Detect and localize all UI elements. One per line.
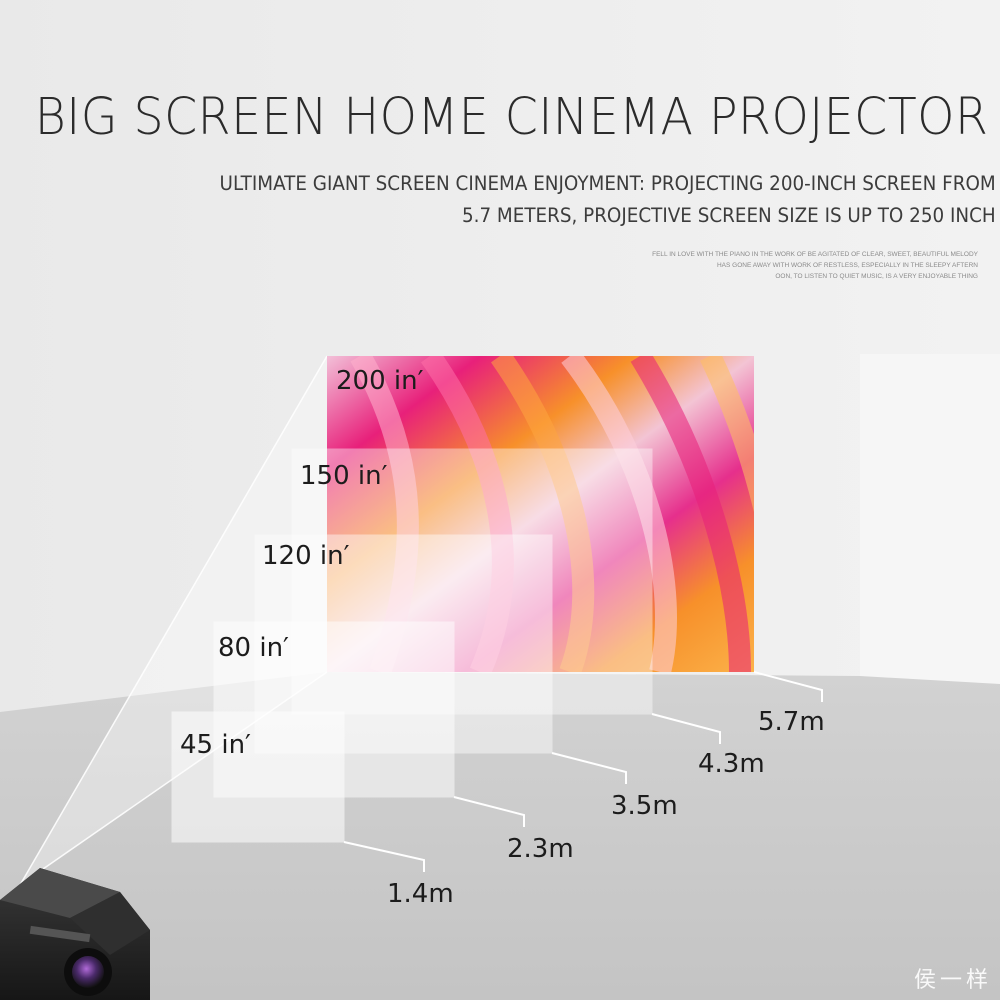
distance-label-1-4: 1.4m bbox=[387, 879, 454, 909]
subtitle-line-1: ULTIMATE GIANT SCREEN CINEMA ENJOYMENT: … bbox=[219, 172, 996, 195]
projector bbox=[0, 868, 150, 1000]
size-label-45: 45 in′ bbox=[180, 730, 251, 760]
fine-print: FELL IN LOVE WITH THE PIANO IN THE WORK … bbox=[652, 249, 978, 282]
screen-45 bbox=[171, 711, 345, 843]
size-label-200: 200 in′ bbox=[336, 366, 424, 396]
page-title: BIG SCREEN HOME CINEMA PROJECTOR bbox=[34, 88, 988, 147]
distance-label-4-3: 4.3m bbox=[698, 749, 765, 779]
fine-print-line-1: FELL IN LOVE WITH THE PIANO IN THE WORK … bbox=[652, 251, 978, 258]
subtitle-line-2: 5.7 METERS, PROJECTIVE SCREEN SIZE IS UP… bbox=[462, 204, 996, 227]
size-label-150: 150 in′ bbox=[300, 461, 388, 491]
lens-icon bbox=[72, 956, 104, 988]
fine-print-line-3: OON, TO LISTEN TO QUIET MUSIC, IS A VERY… bbox=[775, 273, 978, 280]
distance-label-3-5: 3.5m bbox=[611, 791, 678, 821]
side-wall bbox=[860, 354, 1000, 684]
distance-guides bbox=[343, 671, 823, 872]
distance-label-5-7: 5.7m bbox=[758, 707, 825, 737]
fine-print-line-2: HAS GONE AWAY WITH WORK OF RESTLESS, ESP… bbox=[716, 262, 978, 269]
subtitle: ULTIMATE GIANT SCREEN CINEMA ENJOYMENT: … bbox=[220, 168, 996, 232]
size-label-120: 120 in′ bbox=[262, 541, 350, 571]
watermark: 侯一样 bbox=[913, 968, 992, 993]
size-label-80: 80 in′ bbox=[218, 633, 289, 663]
distance-label-2-3: 2.3m bbox=[507, 834, 574, 864]
beam-edge-top bbox=[19, 355, 328, 886]
screen-200-image bbox=[327, 356, 754, 672]
